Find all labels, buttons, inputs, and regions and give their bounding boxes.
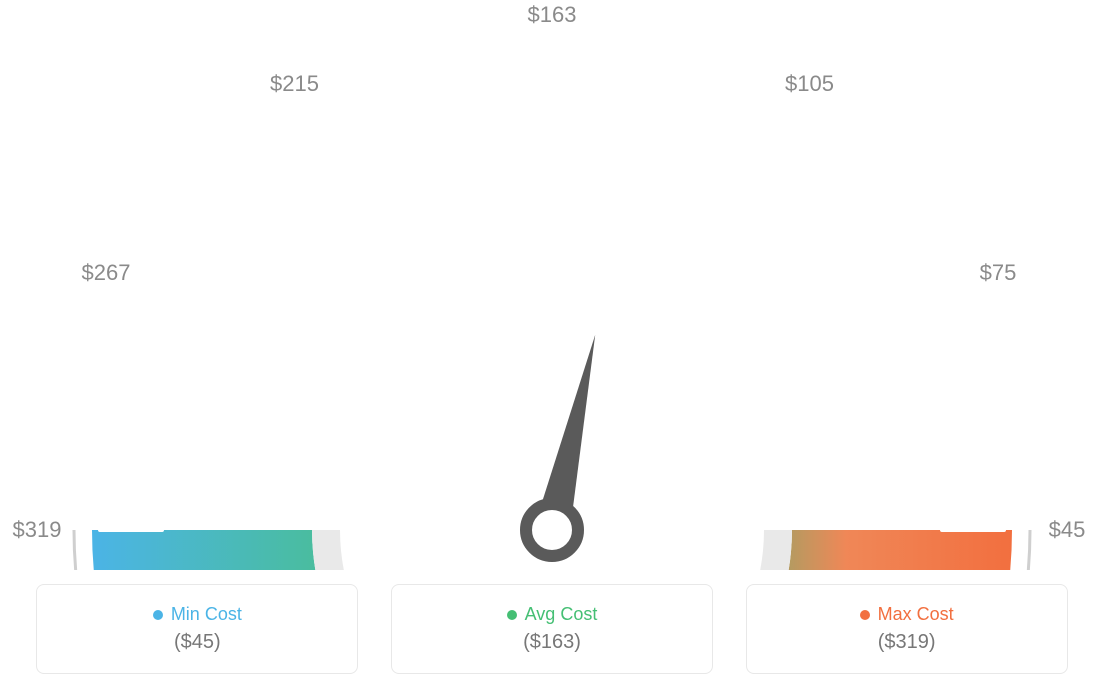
gauge-area: $45 $75 $105 $163 $215 $267 $319 [0, 0, 1104, 570]
legend-min-value: ($45) [174, 631, 221, 654]
gauge-tick-label: $75 [980, 260, 1017, 286]
gauge-chart-container: $45 $75 $105 $163 $215 $267 $319 Min Cost ($45… [0, 0, 1104, 690]
legend-row: Min Cost ($45) Avg Cost ($163) Max Cost … [0, 584, 1104, 674]
legend-min-top: Min Cost [153, 604, 242, 625]
gauge-svg [0, 0, 1104, 570]
gauge-tick-label: $163 [528, 2, 577, 28]
legend-avg-top: Avg Cost [507, 604, 598, 625]
legend-max-value: ($319) [878, 631, 936, 654]
legend-dot-max [860, 610, 870, 620]
legend-max-top: Max Cost [860, 604, 954, 625]
gauge-tick-label: $267 [82, 260, 131, 286]
legend-card-avg: Avg Cost ($163) [391, 584, 713, 674]
legend-avg-label: Avg Cost [525, 604, 598, 625]
legend-max-label: Max Cost [878, 604, 954, 625]
gauge-tick-label: $215 [270, 71, 319, 97]
legend-card-max: Max Cost ($319) [746, 584, 1068, 674]
gauge-tick-label: $45 [1049, 517, 1086, 543]
legend-card-min: Min Cost ($45) [36, 584, 358, 674]
legend-dot-min [153, 610, 163, 620]
legend-avg-value: ($163) [523, 631, 581, 654]
legend-dot-avg [507, 610, 517, 620]
legend-min-label: Min Cost [171, 604, 242, 625]
gauge-tick-label: $105 [785, 71, 834, 97]
gauge-tick-label: $319 [13, 517, 62, 543]
